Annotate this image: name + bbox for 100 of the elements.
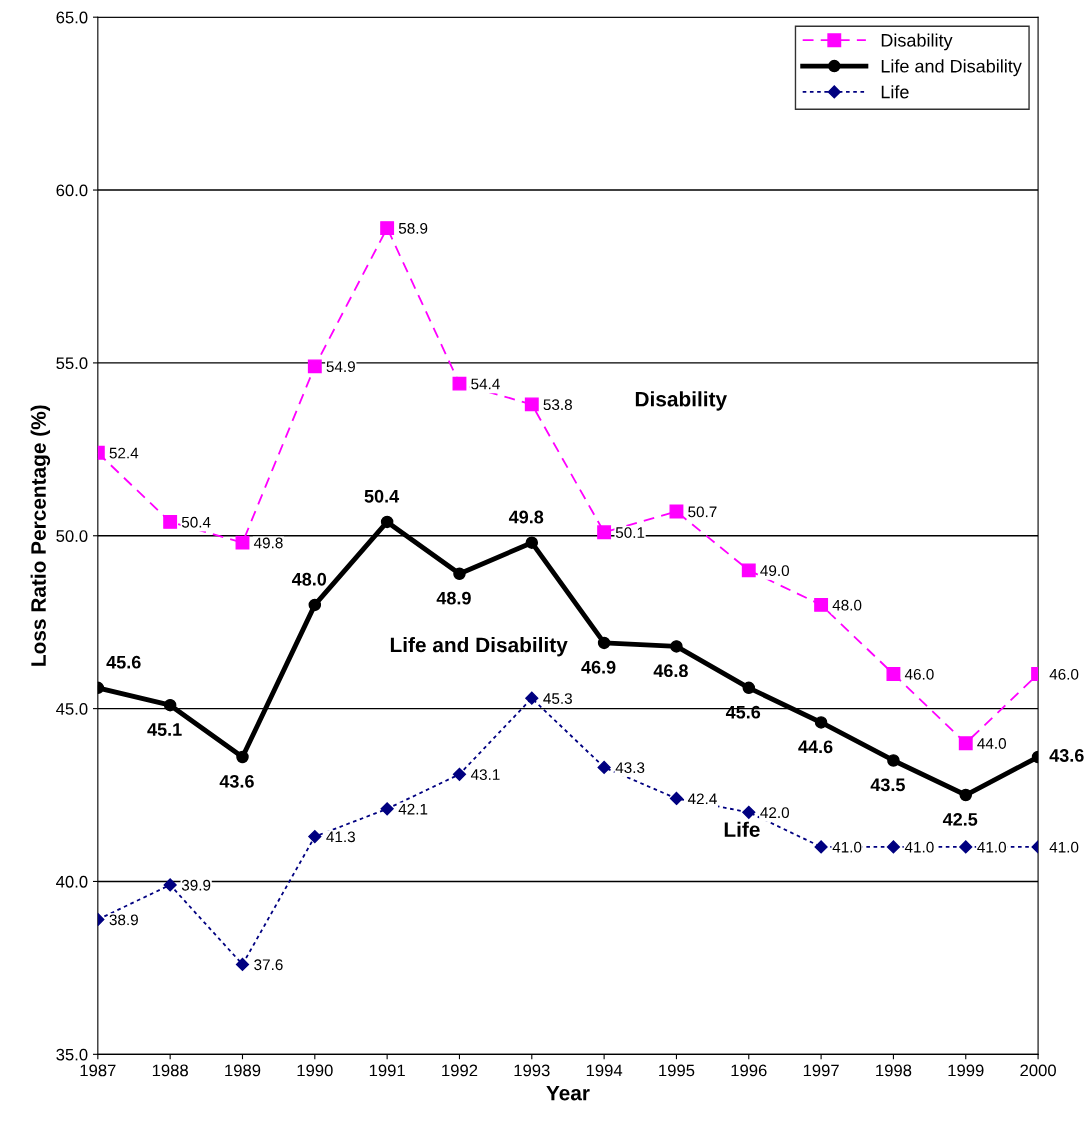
- legend-label: Disability: [881, 33, 953, 51]
- data-label: 50.4: [364, 489, 400, 503]
- point: [236, 750, 249, 764]
- x-axis-title: Year: [546, 1085, 590, 1101]
- y-tick-label: 35.0: [56, 1048, 88, 1061]
- annotation: Life: [724, 821, 760, 837]
- data-label: 42.4: [687, 793, 717, 805]
- point: [886, 667, 901, 681]
- point: [380, 221, 395, 236]
- data-label: 41.3: [326, 831, 355, 843]
- point: [308, 598, 322, 612]
- data-label: 45.3: [543, 693, 572, 704]
- y-tick-label: 65.0: [56, 11, 88, 24]
- point: [670, 640, 683, 653]
- point: [958, 736, 973, 751]
- point: [597, 636, 611, 650]
- data-label: 37.6: [254, 959, 283, 971]
- point: [597, 760, 611, 774]
- x-tick-label: 1990: [297, 1064, 333, 1077]
- data-label: 42.1: [398, 803, 428, 815]
- data-label: 44.0: [977, 738, 1007, 749]
- data-label: 45.6: [106, 655, 141, 669]
- data-label: 41.0: [832, 841, 862, 853]
- point: [886, 840, 901, 854]
- data-label: 49.8: [508, 510, 544, 524]
- y-axis-title: Loss Ratio Percentage (%): [30, 405, 51, 666]
- data-label: 53.8: [543, 399, 572, 411]
- point: [163, 698, 177, 712]
- y-tick-label: 40.0: [56, 875, 88, 888]
- data-label: 52.4: [109, 447, 139, 459]
- data-label: 50.7: [688, 506, 717, 518]
- data-label: 54.4: [471, 378, 500, 390]
- point: [453, 567, 466, 581]
- point: [235, 535, 250, 550]
- point: [887, 754, 900, 767]
- x-tick-label: 1993: [514, 1064, 550, 1077]
- point: [959, 788, 973, 802]
- point: [163, 878, 177, 892]
- x-tick-label: 1994: [586, 1064, 623, 1077]
- point: [308, 829, 322, 844]
- annotation: Life and Disability: [390, 637, 568, 657]
- point: [525, 536, 539, 549]
- point: [235, 957, 250, 972]
- data-label: 54.9: [326, 361, 355, 373]
- point: [814, 716, 828, 729]
- data-label: 43.6: [1049, 749, 1084, 762]
- data-label: 50.4: [181, 516, 211, 528]
- legend-label: Life and Disability: [881, 59, 1022, 77]
- data-label: 46.0: [904, 668, 934, 680]
- data-label: 41.0: [977, 841, 1007, 853]
- x-tick-label: 1987: [80, 1064, 116, 1077]
- data-label: 48.0: [832, 599, 862, 611]
- point: [524, 397, 539, 412]
- data-label: 41.0: [904, 841, 934, 853]
- y-tick-label: 45.0: [56, 703, 88, 715]
- y-tick-label: 55.0: [56, 357, 88, 370]
- data-label: 49.8: [253, 537, 283, 549]
- point: [380, 515, 394, 529]
- data-label: 50.1: [615, 527, 645, 538]
- data-label: 46.8: [653, 664, 688, 678]
- data-label: 45.1: [147, 723, 182, 736]
- point: [959, 840, 973, 854]
- x-tick-label: 1991: [369, 1064, 405, 1077]
- point: [525, 691, 539, 705]
- x-tick-label: 1989: [225, 1064, 261, 1077]
- point: [669, 791, 684, 806]
- data-label: 48.0: [291, 572, 327, 586]
- x-tick-label: 1998: [876, 1064, 912, 1077]
- x-tick-label: 1997: [803, 1064, 839, 1077]
- point: [380, 802, 394, 816]
- data-label: 49.0: [760, 565, 790, 577]
- data-label: 44.6: [798, 740, 833, 754]
- y-tick-label: 60.0: [56, 184, 88, 197]
- data-label: 38.9: [109, 914, 138, 926]
- y-tick-label: 50.0: [56, 530, 88, 542]
- data-label: 48.9: [436, 591, 471, 605]
- x-tick-label: 1996: [731, 1064, 767, 1077]
- data-label: 42.5: [942, 812, 978, 826]
- x-tick-label: 1999: [948, 1064, 984, 1077]
- data-label: 58.9: [398, 222, 428, 234]
- data-label: 43.3: [615, 762, 645, 774]
- point: [452, 376, 467, 391]
- point: [742, 805, 756, 819]
- data-label: 43.5: [870, 778, 905, 792]
- point: [452, 767, 467, 781]
- x-tick-label: 2000: [1020, 1064, 1056, 1077]
- point: [307, 359, 322, 374]
- point: [163, 514, 178, 529]
- x-tick-label: 1995: [659, 1064, 695, 1077]
- data-label: 46.9: [581, 660, 616, 674]
- point: [741, 563, 756, 578]
- point: [814, 840, 828, 854]
- point: [814, 597, 829, 612]
- point: [742, 681, 756, 695]
- legend-label: Life: [881, 85, 909, 99]
- x-tick-label: 1992: [442, 1064, 478, 1077]
- x-tick-label: 1988: [152, 1064, 188, 1077]
- data-label: 39.9: [181, 879, 211, 891]
- annotation: Disability: [635, 391, 727, 411]
- point: [597, 525, 612, 540]
